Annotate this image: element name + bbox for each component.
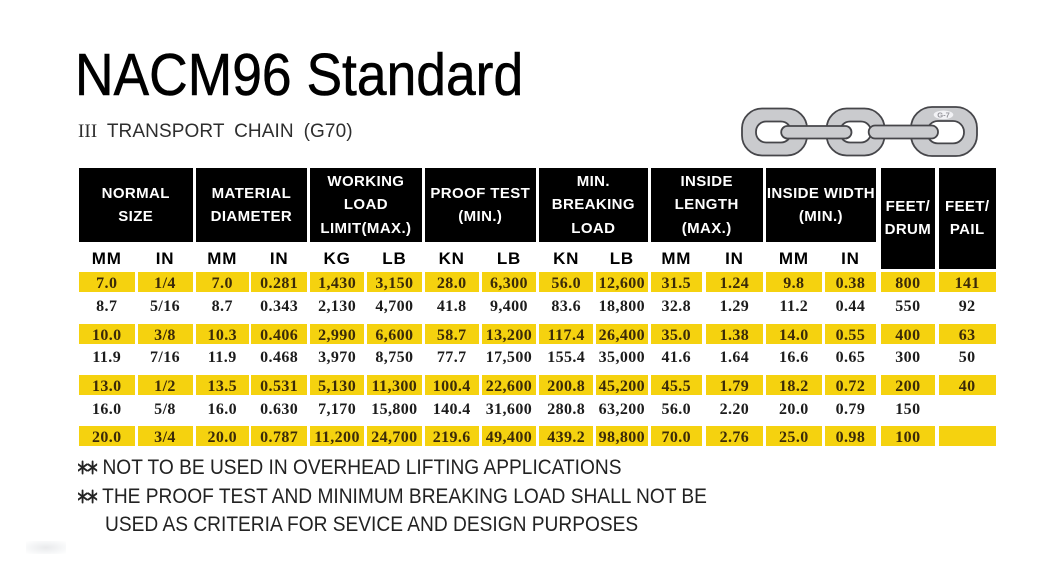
svg-text:G-7: G-7 — [937, 110, 950, 119]
